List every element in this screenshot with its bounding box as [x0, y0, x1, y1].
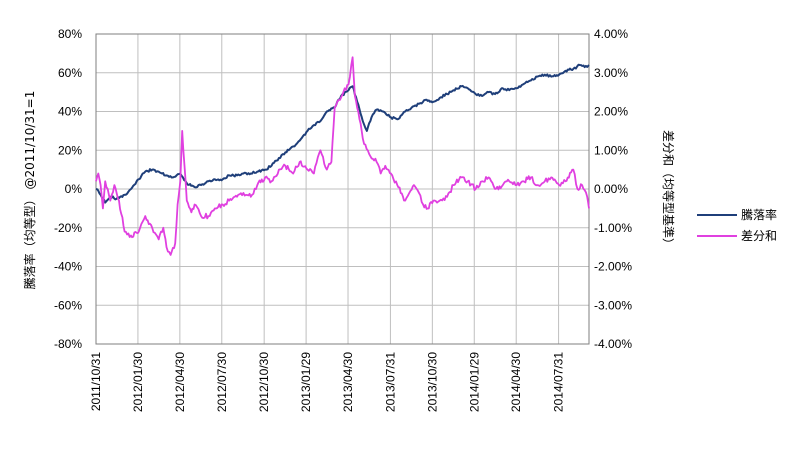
left-tick-label: 40% — [58, 105, 82, 119]
x-tick-label: 2013/04/30 — [341, 352, 355, 412]
left-tick-label: 20% — [58, 143, 82, 157]
right-tick-label: -4.00% — [594, 337, 632, 351]
x-tick-label: 2013/01/29 — [299, 352, 313, 412]
grid-layer — [95, 33, 589, 345]
x-tick-label: 2012/01/30 — [131, 352, 145, 412]
right-tick-label: 0.00% — [594, 182, 628, 196]
left-axis-ticks: 80% 60% 40% 20% 0% -20% -40% -60% -80% — [54, 27, 82, 351]
right-tick-label: 2.00% — [594, 105, 628, 119]
x-tick-label: 2013/07/31 — [383, 352, 397, 412]
right-tick-label: 1.00% — [594, 143, 628, 157]
x-axis-ticks: 2011/10/31 2012/01/30 2012/04/30 2012/07/30… — [89, 352, 566, 412]
x-tick-label: 2014/04/30 — [509, 352, 523, 412]
left-tick-label: -40% — [54, 260, 82, 274]
left-tick-label: 0% — [65, 182, 83, 196]
left-tick-label: -60% — [54, 298, 82, 312]
right-tick-label: -3.00% — [594, 298, 632, 312]
x-tick-label: 2012/07/30 — [215, 352, 229, 412]
legend-label-騰落率: 騰落率 — [741, 207, 777, 222]
x-tick-label: 2014/07/31 — [552, 352, 566, 412]
left-tick-label: 80% — [58, 27, 82, 41]
series-layer — [95, 56, 590, 256]
legend-item-差分和: 差分和 — [697, 229, 777, 243]
right-tick-label: -1.00% — [594, 221, 632, 235]
x-tick-label: 2012/04/30 — [173, 352, 187, 412]
x-tick-label: 2011/10/31 — [89, 352, 103, 411]
right-axis-title: 差分和（均等型基準） — [661, 130, 676, 250]
right-tick-label: 4.00% — [594, 27, 628, 41]
left-tick-label: 60% — [58, 66, 82, 80]
legend-item-騰落率: 騰落率 — [697, 207, 777, 222]
legend-label-差分和: 差分和 — [741, 229, 777, 243]
series-line-差分和 — [95, 56, 590, 256]
x-tick-label: 2012/10/30 — [257, 352, 271, 412]
legend: 騰落率 差分和 — [697, 207, 777, 243]
x-tick-label: 2013/10/30 — [425, 352, 439, 412]
right-tick-label: -2.00% — [594, 260, 632, 274]
x-tick-label: 2014/01/29 — [467, 352, 481, 412]
left-axis-title: 騰落率（均等型） @2011/10/31=1 — [22, 91, 37, 290]
left-tick-label: -80% — [54, 337, 82, 351]
right-tick-label: 3.00% — [594, 66, 628, 80]
left-tick-label: -20% — [54, 221, 82, 235]
right-axis-ticks: 4.00% 3.00% 2.00% 1.00% 0.00% -1.00% -2.00% -3.… — [594, 27, 632, 351]
